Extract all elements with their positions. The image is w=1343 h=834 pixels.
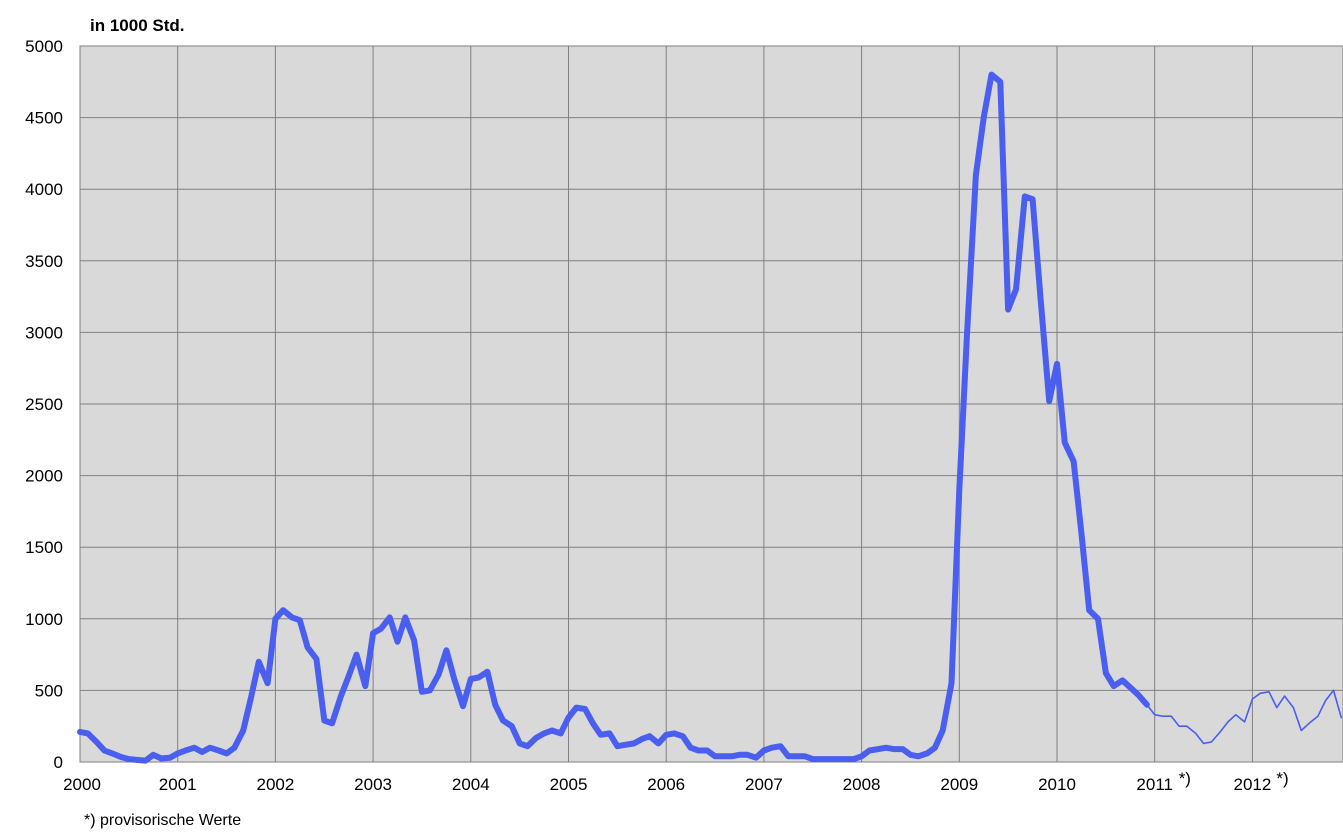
series-line-provisional (1146, 689, 1335, 745)
y-tick-label: 3500 (25, 252, 63, 271)
x-tick-label: 2002 (256, 775, 294, 794)
x-tick-label: 2003 (354, 775, 392, 794)
y-tick-label: 4500 (25, 109, 63, 128)
y-tick-label: 4000 (25, 180, 63, 199)
y-axis-ticks: 0 500 1000 1500 2000 2500 3000 3500 4000 4500 5000 (25, 37, 63, 772)
x-tick-label: 2008 (843, 775, 881, 794)
x-tick-label: 2004 (452, 775, 490, 794)
plot-border (79, 45, 1343, 763)
y-tick-label: 1000 (25, 610, 63, 629)
y-tick-label: 3000 (25, 323, 63, 342)
y-tick-label: 2500 (25, 395, 63, 414)
x-tick-label: 2012 (1233, 775, 1271, 794)
y-tick-label: 500 (35, 681, 63, 700)
x-tick-label: 2000 (63, 775, 101, 794)
series-line-final (77, 71, 1150, 764)
x-tick-label: 2009 (940, 775, 978, 794)
x-axis-ticks: 2000 2001 2002 2003 2004 2005 2006 2007 2008 2009… (63, 769, 1289, 794)
x-tick-label: 2006 (647, 775, 685, 794)
grid (79, 45, 1343, 763)
series-line-provisional (1332, 689, 1343, 719)
x-tick-marker: *) (1276, 769, 1288, 788)
series (77, 71, 1343, 764)
x-tick-label: 2001 (159, 775, 197, 794)
x-tick-label: 2007 (745, 775, 783, 794)
x-tick-label: 2005 (550, 775, 588, 794)
x-tick-marker: *) (1179, 769, 1191, 788)
y-tick-label: 5000 (25, 37, 63, 56)
y-tick-label: 2000 (25, 467, 63, 486)
footnote: *) provisorische Werte (84, 812, 241, 829)
y-tick-label: 0 (54, 753, 63, 772)
y-tick-label: 1500 (25, 538, 63, 557)
y-axis-unit-label: in 1000 Std. (90, 16, 184, 35)
x-tick-label: 2010 (1038, 775, 1076, 794)
x-tick-label: 2011 (1136, 775, 1173, 794)
